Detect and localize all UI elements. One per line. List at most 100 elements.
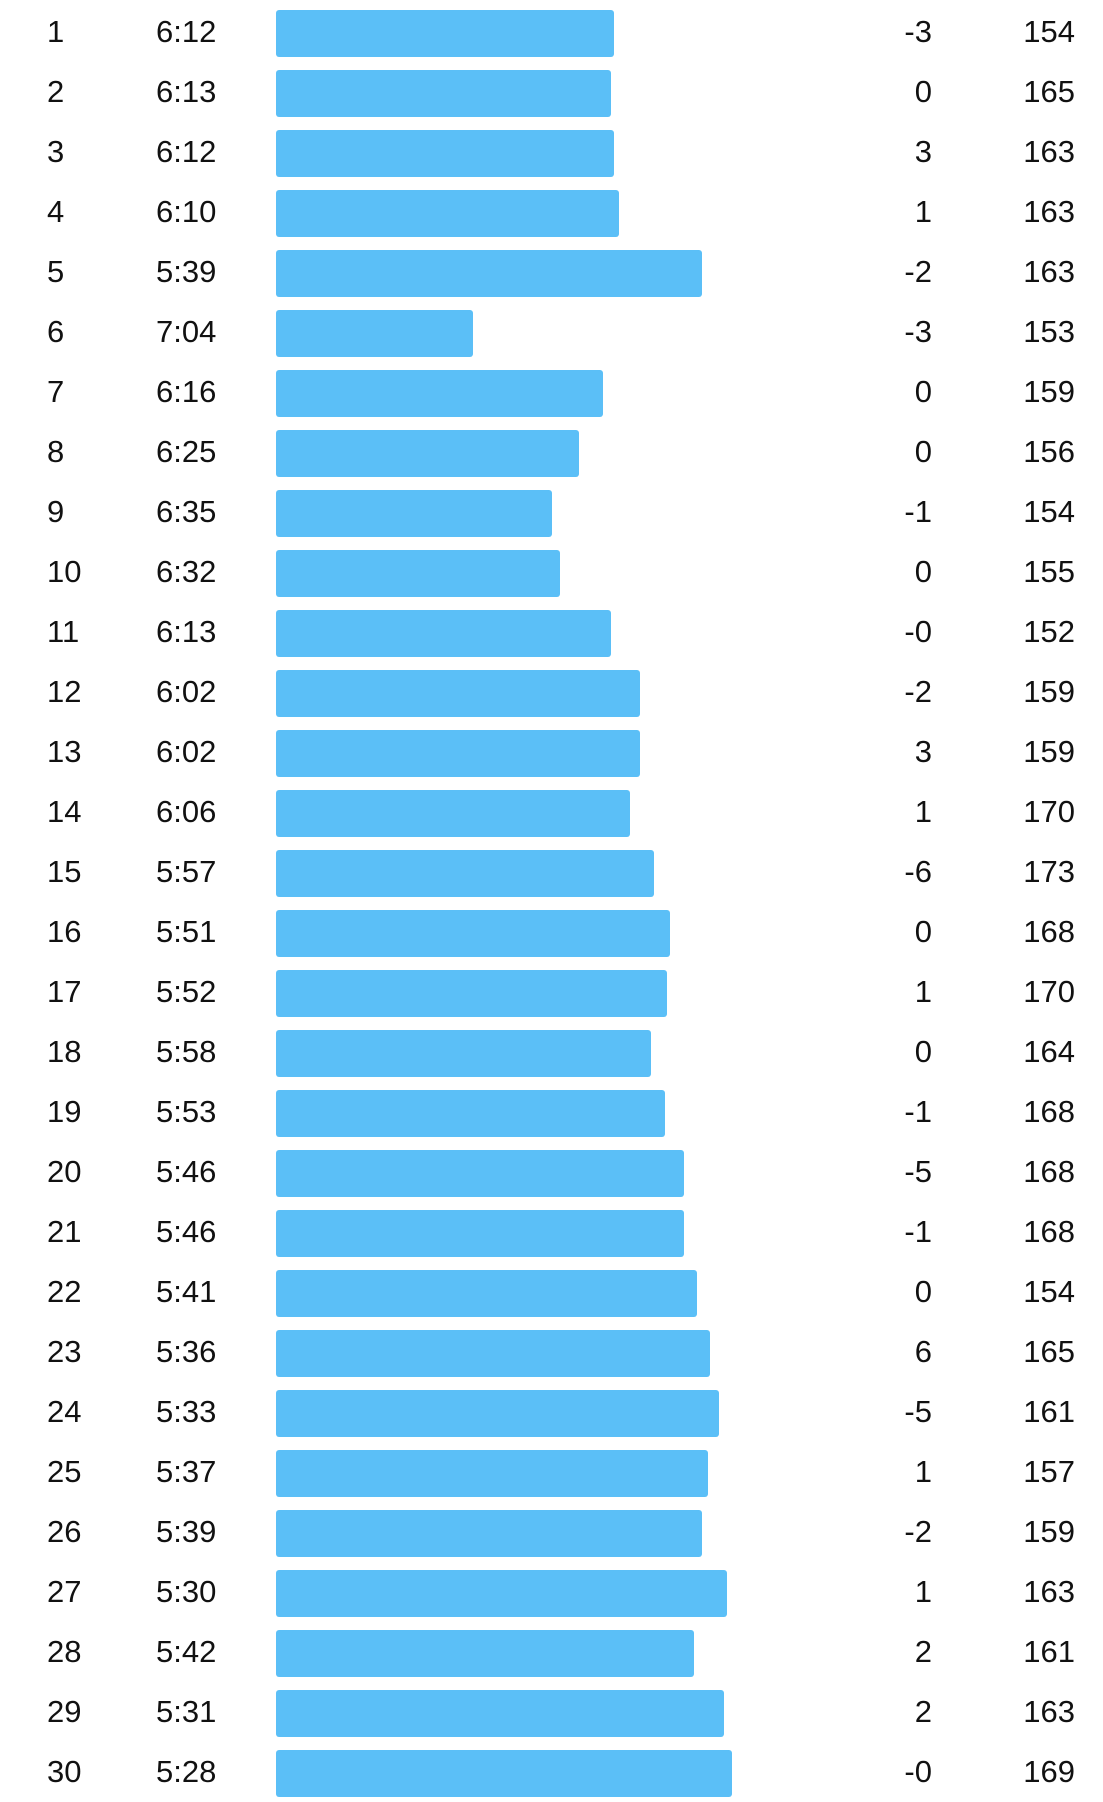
split-heart-rate: 164 — [1023, 1034, 1075, 1069]
split-row: 27 5:30 1 163 — [0, 1562, 1103, 1622]
split-number: 4 — [47, 194, 65, 229]
split-number: 24 — [47, 1394, 82, 1429]
split-elevation: 3 — [914, 734, 932, 769]
pace-bar — [276, 1450, 708, 1497]
split-pace: 5:51 — [156, 914, 217, 949]
split-pace: 5:57 — [156, 854, 217, 889]
split-row: 17 5:52 1 170 — [0, 962, 1103, 1022]
split-elevation: -3 — [904, 314, 932, 349]
pace-bar — [276, 550, 560, 597]
split-elevation: -2 — [904, 254, 932, 289]
split-heart-rate: 168 — [1023, 914, 1075, 949]
split-row: 26 5:39 -2 159 — [0, 1502, 1103, 1562]
split-row: 25 5:37 1 157 — [0, 1442, 1103, 1502]
split-pace: 5:33 — [156, 1394, 217, 1429]
pace-bar — [276, 370, 603, 417]
split-heart-rate: 154 — [1023, 14, 1075, 49]
split-number: 5 — [47, 254, 65, 289]
split-elevation: -2 — [904, 674, 932, 709]
pace-bar — [276, 790, 630, 837]
split-row: 30 5:28 -0 169 — [0, 1742, 1103, 1802]
split-pace: 6:35 — [156, 494, 217, 529]
split-number: 23 — [47, 1334, 82, 1369]
split-pace: 5:46 — [156, 1214, 217, 1249]
split-heart-rate: 154 — [1023, 494, 1075, 529]
split-elevation: -3 — [904, 14, 932, 49]
split-number: 2 — [47, 74, 65, 109]
split-number: 18 — [47, 1034, 82, 1069]
pace-bar — [276, 130, 614, 177]
split-row: 5 5:39 -2 163 — [0, 242, 1103, 302]
split-row: 11 6:13 -0 152 — [0, 602, 1103, 662]
pace-bar — [276, 850, 654, 897]
split-pace: 6:06 — [156, 794, 217, 829]
pace-bar — [276, 490, 552, 537]
split-row: 3 6:12 3 163 — [0, 122, 1103, 182]
pace-bar — [276, 70, 611, 117]
split-heart-rate: 168 — [1023, 1094, 1075, 1129]
split-pace: 5:52 — [156, 974, 217, 1009]
split-heart-rate: 163 — [1023, 1574, 1075, 1609]
pace-bar — [276, 430, 579, 477]
split-heart-rate: 169 — [1023, 1754, 1075, 1789]
pace-bar — [276, 910, 670, 957]
split-pace: 6:10 — [156, 194, 217, 229]
split-pace: 6:13 — [156, 614, 217, 649]
split-number: 6 — [47, 314, 65, 349]
split-number: 27 — [47, 1574, 82, 1609]
split-pace: 6:02 — [156, 674, 217, 709]
split-row: 10 6:32 0 155 — [0, 542, 1103, 602]
split-elevation: 0 — [914, 554, 932, 589]
split-elevation: -0 — [904, 1754, 932, 1789]
split-elevation: 0 — [914, 1034, 932, 1069]
split-elevation: 0 — [914, 1274, 932, 1309]
split-number: 28 — [47, 1634, 82, 1669]
split-number: 9 — [47, 494, 65, 529]
pace-bar — [276, 310, 473, 357]
split-row: 6 7:04 -3 153 — [0, 302, 1103, 362]
split-row: 29 5:31 2 163 — [0, 1682, 1103, 1742]
pace-bar — [276, 1270, 697, 1317]
split-row: 9 6:35 -1 154 — [0, 482, 1103, 542]
split-heart-rate: 161 — [1023, 1634, 1075, 1669]
split-heart-rate: 168 — [1023, 1154, 1075, 1189]
split-elevation: 1 — [914, 1574, 932, 1609]
pace-bar — [276, 1630, 694, 1677]
split-elevation: 1 — [914, 194, 932, 229]
split-number: 7 — [47, 374, 65, 409]
split-heart-rate: 163 — [1023, 1694, 1075, 1729]
split-pace: 6:16 — [156, 374, 217, 409]
split-row: 12 6:02 -2 159 — [0, 662, 1103, 722]
split-number: 19 — [47, 1094, 82, 1129]
split-elevation: 2 — [914, 1634, 932, 1669]
pace-bar — [276, 190, 619, 237]
pace-bar — [276, 1330, 710, 1377]
split-row: 18 5:58 0 164 — [0, 1022, 1103, 1082]
split-elevation: -1 — [904, 1094, 932, 1129]
split-pace: 5:30 — [156, 1574, 217, 1609]
split-elevation: 0 — [914, 434, 932, 469]
pace-bar — [276, 1210, 684, 1257]
split-row: 8 6:25 0 156 — [0, 422, 1103, 482]
split-row: 20 5:46 -5 168 — [0, 1142, 1103, 1202]
split-elevation: -1 — [904, 1214, 932, 1249]
split-elevation: 0 — [914, 374, 932, 409]
split-number: 16 — [47, 914, 82, 949]
split-heart-rate: 153 — [1023, 314, 1075, 349]
split-heart-rate: 165 — [1023, 1334, 1075, 1369]
split-pace: 5:58 — [156, 1034, 217, 1069]
split-elevation: 6 — [914, 1334, 932, 1369]
pace-bar — [276, 670, 640, 717]
split-pace: 5:28 — [156, 1754, 217, 1789]
pace-bar — [276, 1390, 719, 1437]
split-elevation: 2 — [914, 1694, 932, 1729]
split-row: 7 6:16 0 159 — [0, 362, 1103, 422]
pace-bar — [276, 1510, 702, 1557]
split-row: 28 5:42 2 161 — [0, 1622, 1103, 1682]
pace-bar — [276, 1690, 724, 1737]
split-heart-rate: 170 — [1023, 794, 1075, 829]
split-elevation: 1 — [914, 974, 932, 1009]
pace-bar — [276, 970, 667, 1017]
split-pace: 6:32 — [156, 554, 217, 589]
